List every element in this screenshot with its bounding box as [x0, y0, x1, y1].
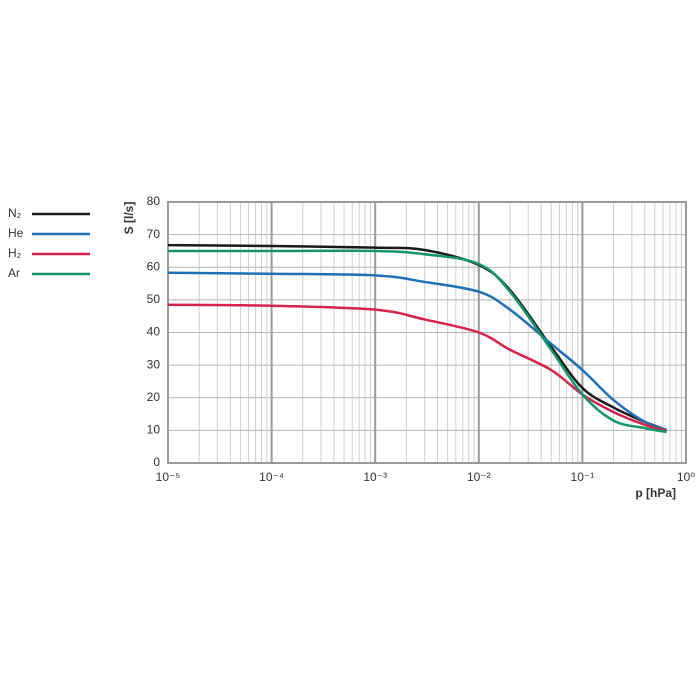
y-tick-label: 20 — [147, 390, 161, 404]
y-tick-label: 50 — [147, 292, 161, 306]
y-tick-label: 0 — [153, 455, 160, 469]
x-tick-label: 10⁻¹ — [571, 470, 595, 484]
y-tick-label: 10 — [147, 423, 161, 437]
x-tick-label: 10⁻⁵ — [156, 470, 181, 484]
x-tick-label: 10⁻² — [467, 470, 491, 484]
y-tick-label: 70 — [147, 227, 161, 241]
y-tick-label: 30 — [147, 357, 161, 371]
x-axis-label: p [hPa] — [635, 486, 676, 500]
y-tick-label: 60 — [147, 259, 161, 273]
x-tick-label: 10⁰ — [677, 470, 695, 484]
legend-label: He — [8, 226, 24, 240]
legend-label: Ar — [8, 266, 20, 280]
x-tick-label: 10⁻³ — [363, 470, 387, 484]
series-line — [167, 271, 668, 432]
series-line — [167, 303, 667, 433]
legend-label: H₂ — [8, 246, 22, 260]
x-tick-label: 10⁻⁴ — [259, 470, 284, 484]
legend-label: N₂ — [8, 206, 22, 220]
plot-frame — [167, 201, 687, 464]
series-line — [168, 249, 667, 434]
y-tick-label: 80 — [147, 194, 161, 208]
y-axis-label: S [l/s] — [122, 202, 136, 235]
y-tick-label: 40 — [147, 325, 161, 339]
